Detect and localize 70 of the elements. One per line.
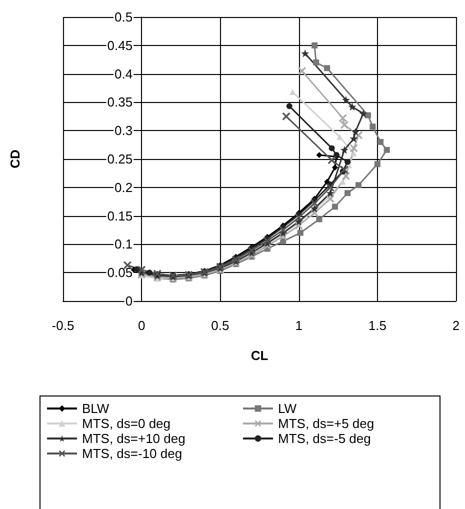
point: [348, 102, 356, 111]
point: [301, 49, 310, 58]
point: [328, 145, 335, 152]
y-tick-label: 0.05: [107, 265, 133, 280]
point: [351, 128, 360, 136]
x-tick-label: 1: [295, 318, 302, 333]
legend-label: MTS, ds=0 deg: [82, 416, 171, 431]
point: [340, 166, 348, 174]
legend-label: MTS, ds=-10 deg: [82, 446, 182, 461]
legend-label: MTS, ds=-5 deg: [278, 431, 371, 446]
legend-label: MTS, ds=+5 deg: [278, 416, 374, 431]
point: [298, 66, 306, 75]
point: [326, 194, 334, 203]
point: [286, 103, 292, 110]
x-tick-label: 2: [452, 318, 460, 333]
y-tick-label: 0.15: [107, 208, 133, 224]
y-tick-label: 0.25: [107, 152, 133, 166]
point: [263, 236, 272, 245]
point: [134, 266, 140, 272]
point: [338, 114, 347, 122]
y-tick-label: 0.5: [114, 10, 133, 24]
point: [350, 150, 357, 156]
y-tick-label: 0.35: [107, 94, 133, 110]
legend-label: LW: [278, 401, 298, 416]
x-tick-label: 0: [138, 318, 146, 333]
legend-label: MTS, ds=+10 deg: [82, 431, 186, 446]
y-tick-label: 0.3: [114, 123, 133, 138]
point: [340, 120, 348, 129]
y-tick-label: 0.2: [114, 180, 133, 195]
point: [326, 183, 334, 192]
point: [312, 42, 318, 48]
point: [344, 190, 351, 196]
point: [356, 182, 362, 188]
point: [328, 156, 336, 164]
y-tick-label: 0.4: [114, 66, 133, 82]
point: [297, 230, 304, 236]
point: [332, 204, 338, 210]
legend-label: BLW: [82, 401, 110, 416]
point: [374, 161, 380, 168]
point: [282, 112, 290, 120]
point: [326, 189, 334, 198]
x-tick-label: -0.5: [52, 318, 74, 333]
point: [316, 152, 322, 158]
point: [364, 112, 371, 118]
y-tick-label: 0: [125, 294, 133, 308]
point: [248, 246, 256, 254]
point: [313, 59, 320, 66]
point: [342, 96, 350, 104]
point: [378, 138, 384, 145]
point: [332, 164, 338, 171]
x-tick-label: 0.5: [211, 318, 230, 333]
point: [310, 199, 319, 208]
point: [310, 204, 319, 212]
point: [350, 134, 358, 143]
point: [370, 124, 376, 130]
point: [316, 216, 322, 222]
point: [324, 65, 330, 72]
point: [279, 226, 288, 234]
point: [146, 270, 152, 276]
y-tick-label: 0.45: [107, 38, 133, 53]
y-axis-title: CD: [8, 150, 23, 168]
point: [384, 146, 390, 153]
point: [359, 110, 368, 118]
x-axis-title: CL: [250, 348, 268, 363]
point: [344, 158, 351, 165]
point: [340, 146, 348, 154]
y-tick-label: 0.1: [114, 236, 133, 252]
point: [350, 144, 358, 152]
x-tick-label: 1.5: [368, 318, 386, 333]
point: [138, 266, 146, 274]
